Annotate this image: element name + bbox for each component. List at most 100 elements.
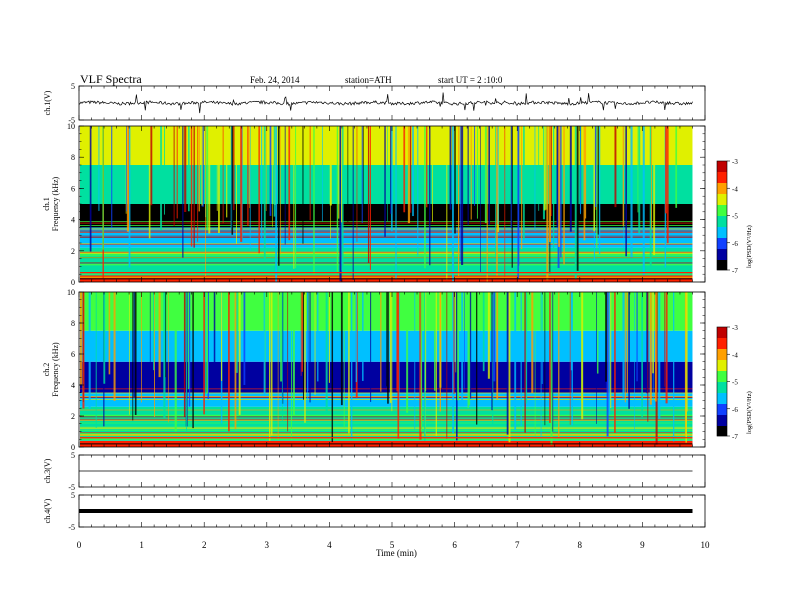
colorbar-swatch [717, 415, 727, 417]
colorbar-swatch [717, 403, 727, 405]
colorbar-tick-label: -6 [732, 240, 738, 248]
spectral-band [80, 330, 693, 362]
colorbar-swatch [717, 348, 727, 350]
colorbar-swatch [717, 345, 727, 347]
colorbar-swatch [717, 163, 727, 165]
colorbar-swatch [717, 264, 727, 266]
colorbar-swatch [717, 435, 727, 437]
colorbar-swatch [717, 180, 727, 182]
colorbar-swatch [717, 411, 727, 413]
colorbar-swatch [717, 361, 727, 363]
colorbar-swatch [717, 221, 727, 223]
colorbar-swatch [717, 353, 727, 355]
colorbar-swatch [717, 369, 727, 371]
colorbar-swatch [717, 428, 727, 430]
colorbar-swatch [717, 206, 727, 208]
colorbar-swatch [717, 375, 727, 377]
y-axis-label: ch.1 [42, 197, 51, 211]
colorbar-swatch [717, 244, 727, 246]
colorbar-swatch [717, 356, 727, 358]
colorbar-swatch [717, 346, 727, 348]
colorbar-swatch [717, 269, 727, 271]
colorbar-swatch [717, 328, 727, 330]
colorbar-swatch [717, 243, 727, 245]
x-tick-label: 0 [77, 540, 82, 550]
colorbar-swatch [717, 417, 727, 419]
colorbar-swatch [717, 223, 727, 225]
x-tick-label: 6 [452, 540, 457, 550]
x-tick-label: 10 [701, 540, 711, 550]
colorbar-swatch [717, 387, 727, 389]
colorbar-swatch [717, 374, 727, 376]
colorbar-swatch [717, 212, 727, 214]
colorbar-swatch [717, 433, 727, 435]
colorbar-swatch [717, 367, 727, 369]
panel-ch3-waveform: 5 -5 ch.3(V) [43, 451, 706, 492]
colorbar-swatch [717, 368, 727, 370]
colorbar-swatch [717, 248, 727, 250]
colorbar-tick-label: -7 [732, 267, 738, 275]
colorbar-swatch [717, 334, 727, 336]
colorbar-swatch [717, 370, 727, 372]
y-tick-label: -5 [68, 483, 75, 492]
colorbar-swatch [717, 377, 727, 379]
colorbar-label: log(PSD(V²/Hz) [746, 225, 753, 268]
colorbar-swatch [717, 245, 727, 247]
colorbar-swatch [717, 396, 727, 398]
colorbar-swatch [717, 358, 727, 360]
colorbar-swatch [717, 366, 727, 368]
colorbar-swatch [717, 201, 727, 203]
y-axis-label: ch.1(V) [43, 90, 52, 115]
waveform-line [78, 92, 693, 114]
colorbar-swatch [717, 263, 727, 265]
colorbar-swatch [717, 350, 727, 352]
colorbar-swatch [717, 197, 727, 199]
spectral-band [80, 292, 693, 331]
colorbar-swatch [717, 193, 727, 195]
colorbar-swatch [717, 378, 727, 380]
colorbar-swatch [717, 209, 727, 211]
colorbar-swatch [717, 186, 727, 188]
colorbar-swatch [717, 174, 727, 176]
x-tick-label: 8 [578, 540, 583, 550]
colorbar-swatch [717, 230, 727, 232]
colorbar-swatch [717, 187, 727, 189]
y-tick-label: -5 [68, 116, 75, 125]
colorbar-swatch [717, 352, 727, 354]
x-tick-label: 4 [327, 540, 332, 550]
colorbar-swatch [717, 164, 727, 166]
colorbar-swatch [717, 203, 727, 205]
y-axis-label: Frequency (kHz) [51, 342, 60, 397]
colorbar-swatch [717, 211, 727, 213]
panel-ch1-spectrogram: -3 -4 -5 -6 -7 log(PSD(V²/Hz) 0 2 4 6 8 10 ch.1 Frequ… [42, 122, 753, 287]
colorbar-swatch [717, 379, 727, 381]
colorbar-swatch [717, 257, 727, 259]
colorbar-swatch [717, 175, 727, 177]
colorbar-swatch [717, 236, 727, 238]
colorbar-tick-label: -5 [732, 213, 738, 221]
colorbar-swatch [717, 215, 727, 217]
colorbar-swatch [717, 259, 727, 261]
colorbar-swatch [717, 343, 727, 345]
colorbar-swatch [717, 407, 727, 409]
colorbar-swatch [717, 399, 727, 401]
colorbar-swatch [717, 261, 727, 263]
colorbar-swatch [717, 409, 727, 411]
panel-ch4-waveform: 5 -5 ch.4(V) [43, 491, 706, 532]
colorbar-swatch [717, 351, 727, 353]
colorbar-swatch [717, 213, 727, 215]
panel-ch1-waveform: 5 -5 ch.1(V) [43, 82, 706, 125]
colorbar-swatch [717, 226, 727, 228]
colorbar-swatch [717, 214, 727, 216]
colorbar-swatch [717, 169, 727, 171]
colorbar-swatch [717, 247, 727, 249]
colorbar-swatch [717, 194, 727, 196]
figure-title: VLF Spectra [80, 72, 142, 86]
colorbar-swatch [717, 384, 727, 386]
colorbar-swatch [717, 339, 727, 341]
panel-ch2-spectrogram: -3 -4 -5 -6 -7 log(PSD(V²/Hz) 0 2 4 6 8 10 ch.2 Frequ… [42, 288, 753, 452]
colorbar-swatch [717, 229, 727, 231]
colorbar-swatch [717, 410, 727, 412]
colorbar-tick-label: -4 [732, 351, 738, 359]
